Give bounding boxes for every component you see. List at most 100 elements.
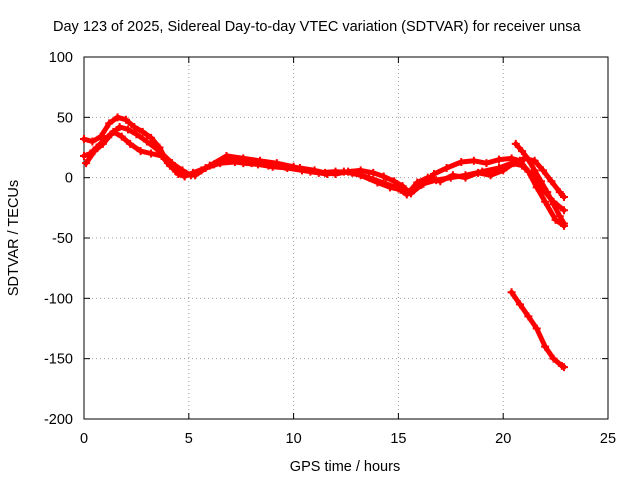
data-point (532, 183, 541, 192)
x-tick-label: 0 (80, 431, 88, 447)
data-point (436, 177, 445, 186)
data-point (121, 115, 130, 124)
data-point (474, 168, 483, 177)
data-point (390, 177, 399, 186)
data-point (239, 159, 248, 168)
data-point (530, 156, 539, 165)
data-point (524, 312, 533, 321)
data-point (80, 135, 88, 144)
y-tick-labels: -200 -150 -100 -50 0 50 100 (44, 50, 73, 428)
y-tick-label: 0 (65, 171, 73, 187)
y-tick-label: 50 (57, 110, 73, 126)
data-point (394, 184, 403, 193)
data-point (107, 130, 116, 139)
data-point (402, 190, 411, 199)
data-point (495, 155, 504, 164)
data-point (559, 363, 568, 372)
data-point (486, 171, 495, 180)
data-point (555, 188, 564, 197)
data-point (448, 171, 457, 180)
data-point (555, 212, 564, 221)
data-points (80, 113, 568, 372)
data-point (499, 166, 508, 175)
plot-frame (83, 56, 609, 420)
data-point (80, 151, 88, 160)
axis-ticks (83, 56, 609, 420)
x-tick-label: 20 (495, 431, 511, 447)
data-point (155, 147, 164, 156)
data-point (511, 139, 520, 148)
series-track (83, 124, 567, 200)
x-axis-label: GPS time / hours (290, 459, 400, 475)
data-point (551, 215, 560, 224)
data-point (507, 154, 516, 163)
data-point (178, 166, 187, 175)
data-point (209, 160, 218, 169)
data-point (113, 113, 122, 122)
y-tick-label: -50 (52, 231, 73, 247)
data-point (96, 132, 105, 141)
data-point (365, 173, 374, 182)
data-point (297, 166, 306, 175)
x-tick-label: 5 (185, 431, 193, 447)
y-tick-label: -150 (44, 352, 73, 368)
data-point (283, 164, 292, 173)
x-tick-label: 10 (286, 431, 302, 447)
data-point (524, 155, 533, 164)
data-point (423, 173, 432, 182)
x-tick-label: 25 (600, 431, 616, 447)
data-point (559, 219, 568, 228)
data-point (541, 197, 550, 206)
y-tick-label: -100 (44, 291, 73, 307)
data-point (457, 157, 466, 166)
data-point (90, 147, 99, 156)
data-point (482, 159, 491, 168)
x-tick-labels: 0 5 10 15 20 25 (80, 431, 616, 447)
y-tick-label: 100 (49, 50, 73, 66)
data-point (509, 159, 518, 168)
data-point (524, 167, 533, 176)
data-point (413, 178, 422, 187)
series-track (509, 289, 567, 370)
data-point (147, 149, 156, 158)
data-point (186, 171, 195, 180)
data-point (559, 192, 568, 201)
data-point (532, 324, 541, 333)
data-point (518, 147, 527, 156)
series-track (513, 141, 567, 226)
data-point (197, 166, 206, 175)
series-track-d (511, 139, 568, 228)
data-point (536, 177, 545, 186)
data-point (369, 168, 378, 177)
data-point (138, 127, 147, 136)
grid-lines (84, 57, 608, 419)
data-point (559, 206, 568, 215)
data-point (105, 119, 114, 128)
data-point (132, 130, 141, 139)
data-point (541, 342, 550, 351)
data-point (461, 173, 470, 182)
data-point (222, 151, 231, 160)
data-point (142, 137, 151, 146)
data-point (117, 132, 126, 141)
data-point (530, 166, 539, 175)
data-point (379, 172, 388, 181)
data-point (224, 156, 233, 165)
data-point (82, 159, 91, 168)
data-point (115, 122, 124, 131)
data-point (253, 160, 262, 169)
data-point (549, 354, 558, 363)
data-point (442, 164, 451, 173)
data-point (549, 200, 558, 209)
data-point (130, 122, 139, 131)
data-point (331, 167, 340, 176)
y-axis-label: SDTVAR / TECUs (6, 180, 22, 296)
data-point (469, 156, 478, 165)
series-track-e (507, 288, 568, 372)
data-point (507, 288, 516, 297)
y-tick-label: -200 (44, 412, 73, 428)
x-tick-label: 15 (390, 431, 406, 447)
data-point (124, 125, 133, 134)
data-point (348, 168, 357, 177)
